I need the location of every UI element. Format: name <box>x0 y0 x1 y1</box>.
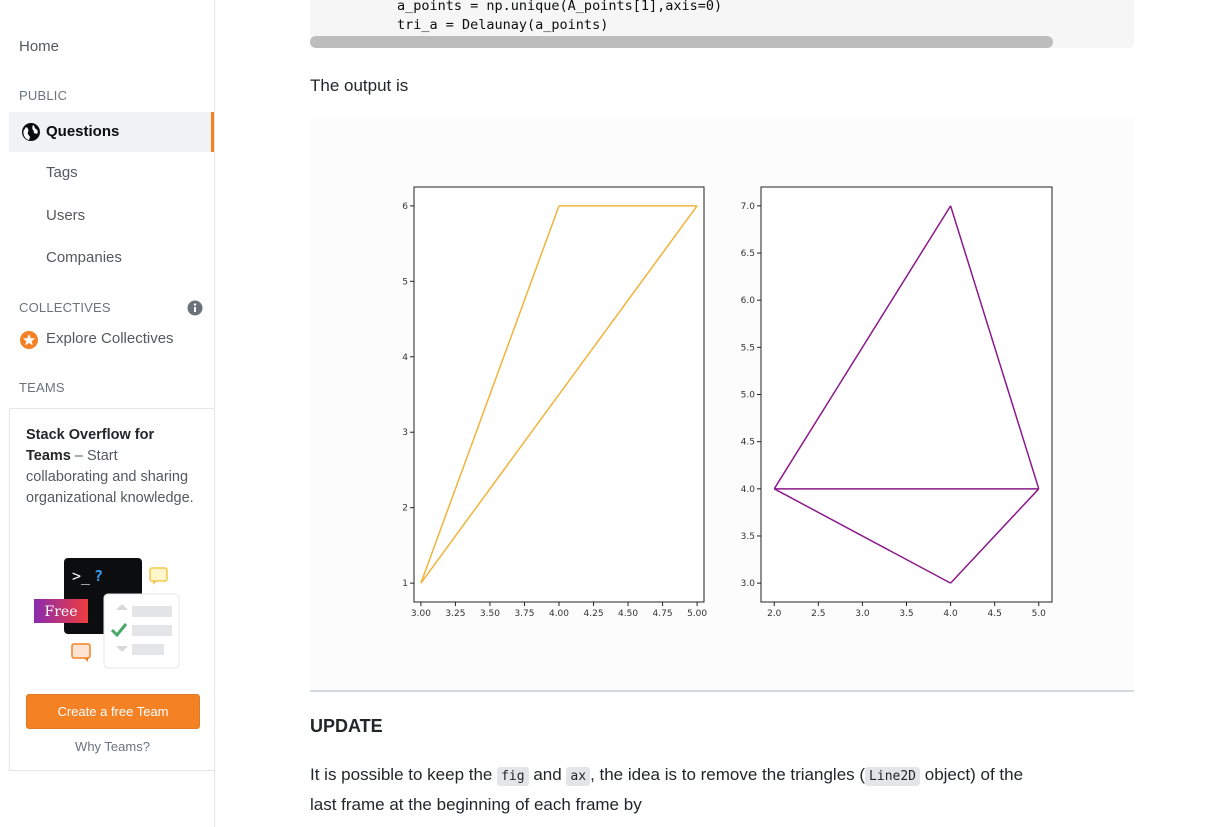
why-teams-link[interactable]: Why Teams? <box>75 739 150 754</box>
inline-code-ax: ax <box>566 767 591 786</box>
globe-icon <box>22 123 40 141</box>
y-tick-label: 3 <box>402 428 408 438</box>
teams-promo-card: Stack Overflow for Teams – Start collabo… <box>9 408 214 771</box>
create-free-team-button[interactable]: Create a free Team <box>26 694 200 729</box>
y-tick-label: 4 <box>402 353 408 363</box>
terminal-question: ? <box>94 567 103 585</box>
plot-2: 2.0 2.5 3.0 3.5 4.0 4.5 5.0 3.0 3.5 4.0 4.5 5.0 5.5 6… <box>741 186 1053 619</box>
output-text: The output is <box>310 76 409 95</box>
x-tick-label: 3.00 <box>411 609 431 619</box>
update-paragraph: It is possible to keep the fig and ax, t… <box>310 761 1134 819</box>
nav-questions[interactable]: Questions <box>9 112 214 152</box>
section-label-public: PUBLIC <box>19 88 68 103</box>
x-tick-label: 3.5 <box>899 609 913 619</box>
y-tick-label: 6 <box>402 202 408 212</box>
y-tick-label: 6.0 <box>741 296 756 306</box>
x-tick-label: 4.00 <box>549 609 569 619</box>
nav-tags[interactable]: Tags <box>46 164 78 181</box>
plot-axes-frame <box>760 186 1053 603</box>
triangle-edge <box>773 205 952 490</box>
teams-illustration: >_ ? <box>32 554 182 674</box>
nav-home[interactable]: Home <box>19 38 60 55</box>
x-tick-label: 2.0 <box>767 609 782 619</box>
triangle-edge <box>420 205 560 584</box>
x-tick-label: 3.0 <box>855 609 870 619</box>
output-figure: 3.00 3.25 3.50 3.75 4.00 4.25 4.50 4.75 5.00 1 2 3 4… <box>310 118 1134 690</box>
teams-promo-title: Stack Overflow for Teams <box>26 427 155 464</box>
y-tick-label: 7.0 <box>741 202 756 212</box>
x-tick-label: 4.25 <box>584 609 604 619</box>
update-text-4: object) of the <box>920 765 1024 784</box>
code-horizontal-scrollbar[interactable] <box>310 36 1053 48</box>
y-tick-label: 5.5 <box>741 343 755 353</box>
update-text-2: and <box>528 765 567 784</box>
x-tick-label: 5.00 <box>687 609 707 619</box>
update-text-5: last frame at the beginning of each fram… <box>310 795 642 814</box>
section-divider <box>310 690 1134 692</box>
plots-svg: 3.00 3.25 3.50 3.75 4.00 4.25 4.50 4.75 5.00 1 2 3 4… <box>402 186 1053 619</box>
section-label-collectives: COLLECTIVES <box>19 300 111 315</box>
plot-1: 3.00 3.25 3.50 3.75 4.00 4.25 4.50 4.75 5.00 1 2 3 4… <box>402 186 707 619</box>
update-text-1: It is possible to keep the <box>310 765 498 784</box>
y-tick-label: 6.5 <box>741 249 755 259</box>
code-block: a_points = np.unique(A_points[1],axis=0)… <box>310 0 1134 48</box>
y-tick-label: 2 <box>402 504 408 514</box>
section-label-teams: TEAMS <box>19 380 65 395</box>
x-tick-label: 3.75 <box>514 609 534 619</box>
update-heading: UPDATE <box>310 716 383 736</box>
inline-code-fig: fig <box>497 767 529 786</box>
teams-promo-text: Stack Overflow for Teams – Start collabo… <box>26 425 201 509</box>
y-tick-label: 3.5 <box>741 532 755 542</box>
x-tick-label: 5.0 <box>1032 609 1047 619</box>
x-tick-label: 4.5 <box>988 609 1002 619</box>
teams-illustration-graphic: >_ ? <box>34 558 180 669</box>
y-tick-label: 5.0 <box>741 391 756 401</box>
triangle-edge <box>420 205 698 584</box>
inline-code-line2d: Line2D <box>865 767 921 786</box>
triangle-edge <box>950 488 1040 584</box>
y-tick-label: 1 <box>402 579 408 589</box>
x-tick-label: 2.5 <box>811 609 825 619</box>
teams-promo-body: Start collaborating and sharing organiza… <box>26 448 194 506</box>
x-tick-label: 4.75 <box>653 609 673 619</box>
x-tick-label: 4.50 <box>618 609 638 619</box>
nav-users[interactable]: Users <box>46 207 86 224</box>
y-tick-label: 5 <box>402 277 408 287</box>
x-tick-label: 3.25 <box>445 609 465 619</box>
free-badge: Free <box>45 604 78 620</box>
x-tick-label: 4.0 <box>943 609 958 619</box>
explore-collectives-label: Explore Collectives <box>46 330 174 347</box>
update-text-3: , the idea is to remove the triangles ( <box>590 765 866 784</box>
code-line: a_points = np.unique(A_points[1],axis=0) <box>397 0 723 14</box>
info-icon[interactable] <box>187 300 203 316</box>
triangle-edge <box>949 205 1040 490</box>
collectives-star-icon <box>20 331 38 349</box>
terminal-prompt: >_ <box>72 567 91 585</box>
y-tick-label: 4.0 <box>741 485 756 495</box>
code-line: tri_a = Delaunay(a_points) <box>397 17 609 33</box>
left-sidebar: Home PUBLIC Questions Tags Users Compani… <box>0 0 215 827</box>
x-tick-label: 3.50 <box>480 609 500 619</box>
nav-questions-label: Questions <box>46 123 120 140</box>
y-tick-label: 3.0 <box>741 579 756 589</box>
teams-promo-dash: – <box>70 448 87 464</box>
y-tick-label: 4.5 <box>741 438 755 448</box>
triangle-edge <box>773 488 951 584</box>
nav-companies[interactable]: Companies <box>46 249 122 266</box>
